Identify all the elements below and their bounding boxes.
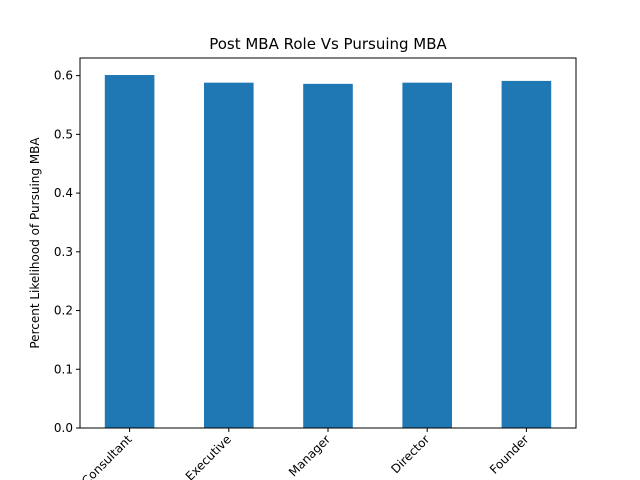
- x-tick-label: Executive: [183, 432, 234, 480]
- y-tick-label: 0.2: [54, 304, 73, 318]
- x-tick-label: Manager: [286, 432, 333, 479]
- y-tick-label: 0.0: [54, 421, 73, 435]
- y-tick-label: 0.1: [54, 362, 73, 376]
- x-tick-label: Director: [388, 432, 432, 476]
- bar: [501, 80, 552, 429]
- x-tick-label: Consultant: [79, 432, 135, 480]
- bar: [402, 82, 452, 429]
- y-axis-label: Percent Likelihood of Pursuing MBA: [28, 137, 42, 349]
- x-tick-label: Founder: [487, 432, 532, 477]
- y-tick-label: 0.4: [54, 186, 73, 200]
- y-tick-label: 0.3: [54, 245, 73, 259]
- chart-title: Post MBA Role Vs Pursuing MBA: [209, 35, 447, 53]
- y-tick-label: 0.6: [54, 69, 73, 83]
- bar: [104, 75, 155, 429]
- y-tick-label: 0.5: [54, 127, 73, 141]
- bar: [303, 83, 353, 428]
- bar: [204, 82, 254, 429]
